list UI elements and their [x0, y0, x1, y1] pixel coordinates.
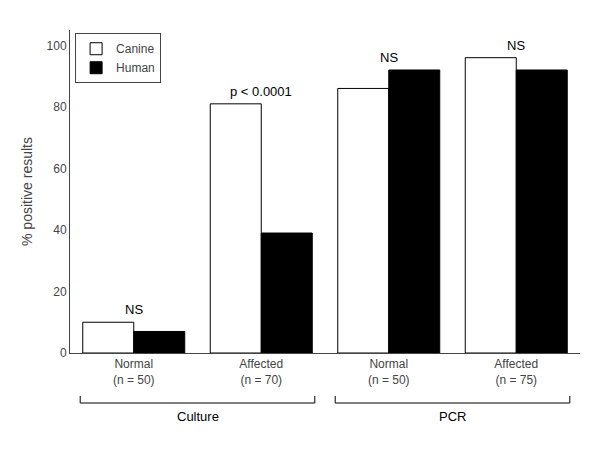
svg-text:Culture: Culture: [177, 409, 219, 424]
svg-text:Affected(n = 70): Affected(n = 70): [239, 357, 283, 387]
svg-text:p < 0.0001: p < 0.0001: [230, 84, 292, 99]
svg-text:60: 60: [53, 162, 67, 176]
svg-text:Affected(n = 75): Affected(n = 75): [494, 357, 538, 387]
svg-text:Normal(n = 50): Normal(n = 50): [368, 357, 410, 387]
svg-text:Human: Human: [116, 61, 155, 75]
svg-text:NS: NS: [125, 302, 143, 317]
svg-text:0: 0: [60, 346, 67, 360]
svg-text:80: 80: [53, 100, 67, 114]
svg-text:PCR: PCR: [439, 409, 466, 424]
svg-text:Normal(n = 50): Normal(n = 50): [113, 357, 155, 387]
svg-text:NS: NS: [380, 50, 398, 65]
svg-text:NS: NS: [507, 38, 525, 53]
svg-text:20: 20: [53, 285, 67, 299]
svg-text:100: 100: [47, 39, 67, 53]
svg-text:Canine: Canine: [116, 42, 154, 56]
svg-text:40: 40: [53, 223, 67, 237]
svg-text:% positive results: % positive results: [19, 137, 35, 246]
